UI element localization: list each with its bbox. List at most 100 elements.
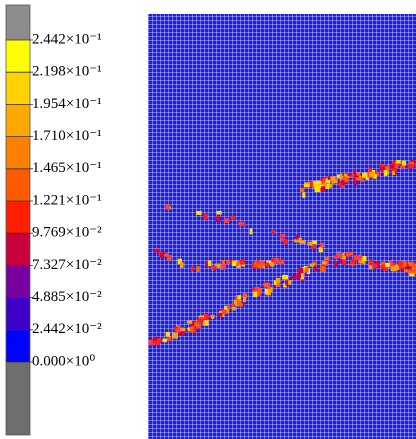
damage-cell: [356, 173, 360, 176]
damage-cell: [282, 275, 288, 280]
damage-cell: [160, 253, 163, 258]
colorbar-segment: [6, 201, 30, 233]
damage-cell: [396, 160, 401, 163]
damage-cell: [333, 256, 337, 259]
damage-cell: [350, 260, 355, 265]
screenshot: 2.442×10⁻¹2.198×10⁻¹1.954×10⁻¹1.710×10⁻¹…: [0, 0, 416, 439]
colorbar-segment: [6, 5, 30, 40]
damage-cell: [198, 317, 203, 322]
colorbar-label: 1.710×10⁻¹: [32, 128, 102, 144]
damage-cell: [153, 336, 157, 341]
damage-cell: [187, 321, 192, 324]
colorbar-segment: [6, 137, 30, 169]
colorbar-segment: [6, 104, 30, 136]
damage-cell: [177, 326, 180, 331]
damage-cell: [238, 222, 244, 225]
colorbar-label: 1.221×10⁻¹: [32, 192, 102, 208]
damage-cell: [167, 336, 171, 341]
damage-cell: [339, 174, 342, 180]
damage-cell: [204, 214, 208, 220]
damage-cell: [149, 340, 153, 345]
damage-cell: [296, 235, 299, 239]
damage-cell: [231, 303, 234, 307]
damage-cell: [369, 265, 372, 269]
damage-cell: [164, 254, 168, 257]
colorbar-label: 4.885×10⁻²: [32, 289, 102, 305]
damage-cell: [163, 339, 167, 343]
damage-cell: [180, 328, 185, 331]
colorbar-segment: [6, 330, 30, 362]
damage-cell: [355, 177, 360, 180]
damage-cell: [208, 261, 212, 266]
damage-cell: [337, 253, 342, 258]
damage-cell: [224, 218, 229, 222]
damage-cell: [313, 181, 318, 187]
damage-cell: [319, 247, 323, 252]
damage-cell: [217, 211, 222, 215]
damage-cell: [255, 287, 259, 292]
damage-cell: [302, 192, 305, 197]
damage-cell: [384, 170, 388, 176]
colorbar-segment: [6, 233, 30, 265]
damage-cell: [320, 243, 324, 247]
damage-cell: [194, 322, 199, 327]
damage-cell: [179, 332, 185, 336]
damage-cell: [193, 328, 196, 333]
colorbar: 2.442×10⁻¹2.198×10⁻¹1.954×10⁻¹1.710×10⁻¹…: [6, 5, 102, 435]
damage-cell: [196, 211, 201, 215]
damage-cell: [300, 188, 304, 193]
mesh: [148, 14, 416, 439]
damage-cell: [243, 297, 246, 302]
damage-cell: [413, 265, 416, 270]
damage-cell: [266, 262, 269, 266]
damage-cell: [196, 266, 200, 272]
damage-cell: [280, 234, 285, 237]
damage-cell: [315, 187, 321, 193]
damage-cell: [334, 262, 337, 267]
damage-cell: [401, 166, 404, 169]
damage-cell: [298, 268, 303, 273]
damage-cell: [270, 262, 274, 267]
damage-cell: [218, 313, 223, 317]
damage-cell: [330, 177, 335, 182]
damage-cell: [404, 269, 408, 272]
damage-cell: [324, 257, 329, 260]
damage-cell: [390, 164, 395, 168]
damage-cell: [391, 266, 396, 272]
damage-cell: [157, 338, 161, 343]
damage-cell: [205, 321, 209, 326]
damage-cell: [343, 260, 347, 265]
colorbar-label: 9.769×10⁻²: [32, 225, 102, 241]
colorbar-label: 2.442×10⁻²: [32, 321, 102, 337]
damage-cell: [288, 280, 291, 284]
damage-cell: [409, 262, 413, 267]
damage-cell: [180, 262, 184, 268]
damage-cell: [354, 255, 360, 259]
colorbar-segment: [6, 40, 30, 72]
colorbar-label: 7.327×10⁻²: [32, 257, 102, 273]
damage-cell: [317, 181, 321, 184]
colorbar-segment: [6, 169, 30, 201]
colorbar-segment: [6, 265, 30, 297]
colorbar-label: 2.198×10⁻¹: [32, 64, 102, 80]
damage-cell: [264, 283, 268, 287]
damage-cell: [238, 296, 241, 300]
damage-cell: [321, 186, 325, 191]
damage-cell: [277, 283, 281, 287]
colorbar-label: 1.954×10⁻¹: [32, 96, 102, 112]
damage-cell: [215, 216, 221, 222]
damage-cell: [154, 249, 160, 253]
damage-cell: [320, 266, 326, 272]
damage-cell: [402, 161, 406, 166]
colorbar-segment: [6, 72, 30, 104]
colorbar-label: 1.465×10⁻¹: [32, 160, 102, 176]
damage-cell: [348, 173, 352, 176]
damage-cell: [304, 184, 310, 187]
damage-cell: [291, 276, 296, 279]
damage-cell: [250, 229, 253, 235]
damage-cell: [408, 164, 414, 169]
damage-cell: [368, 168, 371, 172]
damage-cell: [390, 263, 393, 266]
damage-cell: [166, 332, 170, 337]
damage-cell: [165, 204, 169, 209]
